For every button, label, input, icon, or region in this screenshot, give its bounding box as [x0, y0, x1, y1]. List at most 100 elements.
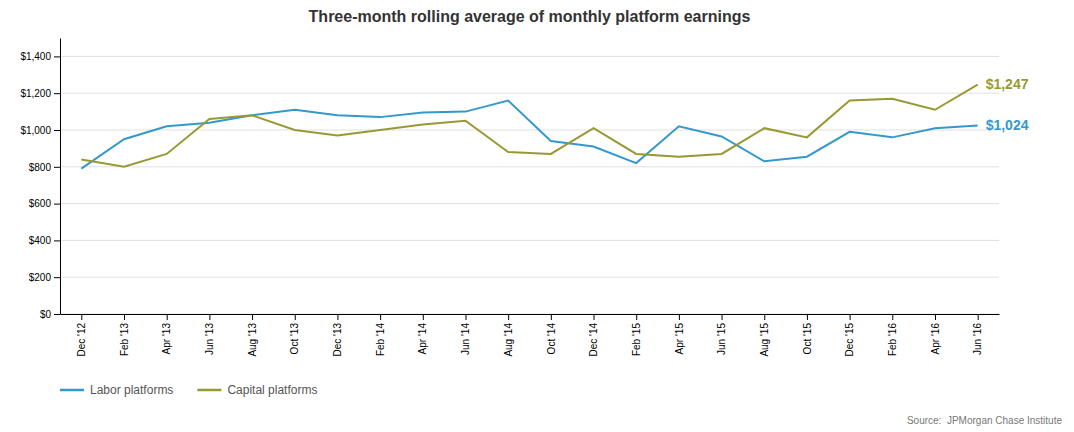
tick-mark: [124, 314, 125, 320]
tick-mark: [54, 93, 60, 94]
tick-label: Jun '15: [716, 323, 727, 355]
tick-mark: [54, 56, 60, 57]
tick-label: Dec '14: [588, 323, 599, 357]
x-tick: Feb '16: [887, 314, 898, 356]
x-tick: Feb '13: [119, 314, 130, 356]
tick-mark: [764, 314, 765, 320]
tick-label: Apr '15: [674, 323, 685, 355]
tick-label: Apr '13: [161, 323, 172, 355]
tick-label: $800: [29, 162, 52, 173]
tick-mark: [54, 130, 60, 131]
y-tick: $1,200: [20, 88, 60, 99]
legend-swatch: [60, 389, 84, 392]
legend-label: Labor platforms: [90, 383, 173, 397]
tick-label: $0: [40, 309, 52, 320]
tick-mark: [252, 314, 253, 320]
x-tick: Jun '16: [972, 314, 983, 355]
y-tick: $400: [29, 235, 60, 246]
y-tick: $1,000: [20, 125, 60, 136]
y-tick: $800: [29, 162, 60, 173]
grid-line: [60, 314, 999, 315]
x-tick: Oct '13: [289, 314, 300, 354]
legend-label: Capital platforms: [227, 383, 317, 397]
tick-label: Oct '15: [802, 323, 813, 355]
tick-mark: [167, 314, 168, 320]
tick-label: Jun '13: [204, 323, 215, 355]
tick-mark: [54, 277, 60, 278]
axis-line: [61, 314, 1000, 315]
tick-mark: [679, 314, 680, 320]
tick-mark: [423, 314, 424, 320]
x-tick: Dec '12: [76, 314, 87, 357]
y-tick: $0: [40, 309, 60, 320]
y-tick: $200: [29, 272, 60, 283]
legend-item: Capital platforms: [197, 383, 317, 397]
x-tick: Oct '15: [802, 314, 813, 354]
x-tick: Feb '14: [375, 314, 386, 356]
y-tick: $1,400: [20, 51, 60, 62]
axis-line: [60, 39, 61, 315]
end-label: $1,024: [986, 117, 1029, 133]
y-axis: $0$200$400$600$800$1,000$1,200$1,400: [20, 39, 60, 320]
x-tick: Jun '15: [716, 314, 727, 355]
tick-label: Jun '16: [972, 323, 983, 355]
tick-label: $1,000: [20, 125, 51, 136]
tick-label: $1,400: [20, 51, 51, 62]
legend-item: Labor platforms: [60, 383, 173, 397]
x-tick: Oct '14: [546, 314, 557, 354]
x-tick: Apr '13: [161, 314, 172, 354]
tick-label: Feb '14: [375, 323, 386, 356]
tick-mark: [81, 314, 82, 320]
tick-mark: [850, 314, 851, 320]
legend: Labor platforms Capital platforms: [60, 383, 317, 397]
grid-line: [60, 240, 999, 241]
tick-mark: [807, 314, 808, 320]
chart: $0$200$400$600$800$1,000$1,200$1,400Dec …: [0, 0, 1074, 432]
legend-swatch: [197, 389, 221, 392]
grid: [60, 56, 999, 314]
tick-label: Aug '14: [503, 323, 514, 357]
tick-mark: [551, 314, 552, 320]
tick-mark: [209, 314, 210, 320]
tick-label: Aug '15: [759, 323, 770, 357]
lines: [81, 85, 977, 169]
x-tick: Dec '13: [332, 314, 343, 357]
tick-label: $200: [29, 272, 52, 283]
tick-mark: [380, 314, 381, 320]
tick-label: Dec '15: [844, 323, 855, 357]
end-label: $1,247: [986, 76, 1029, 92]
tick-label: Oct '14: [546, 323, 557, 355]
annotations: $1,247 $1,024: [986, 76, 1029, 133]
tick-label: $1,200: [20, 88, 51, 99]
tick-mark: [636, 314, 637, 320]
tick-mark: [54, 314, 60, 315]
x-tick: Apr '16: [930, 314, 941, 354]
tick-label: Feb '13: [119, 323, 130, 356]
source: Source: JPMorgan Chase Institute: [907, 415, 1063, 426]
tick-mark: [508, 314, 509, 320]
tick-mark: [54, 204, 60, 205]
tick-mark: [978, 314, 979, 320]
tick-mark: [54, 240, 60, 241]
tick-mark: [465, 314, 466, 320]
plot: $0$200$400$600$800$1,000$1,200$1,400Dec …: [20, 39, 1028, 357]
title: Three-month rolling average of monthly p…: [309, 8, 751, 25]
grid-line: [60, 166, 999, 167]
x-tick: Aug '14: [503, 314, 514, 357]
tick-label: Feb '15: [631, 323, 642, 356]
x-tick: Jun '14: [460, 314, 471, 355]
grid-line: [60, 130, 999, 131]
tick-mark: [337, 314, 338, 320]
tick-label: Apr '14: [417, 323, 428, 355]
series-line: [81, 85, 977, 167]
tick-label: Oct '13: [289, 323, 300, 355]
tick-label: Aug '13: [247, 323, 258, 357]
tick-mark: [722, 314, 723, 320]
tick-label: $400: [29, 235, 52, 246]
x-tick: Jun '13: [204, 314, 215, 355]
x-tick: Dec '14: [588, 314, 599, 357]
x-tick: Dec '15: [844, 314, 855, 357]
tick-mark: [935, 314, 936, 320]
x-tick: Feb '15: [631, 314, 642, 356]
series-line: [81, 101, 977, 169]
